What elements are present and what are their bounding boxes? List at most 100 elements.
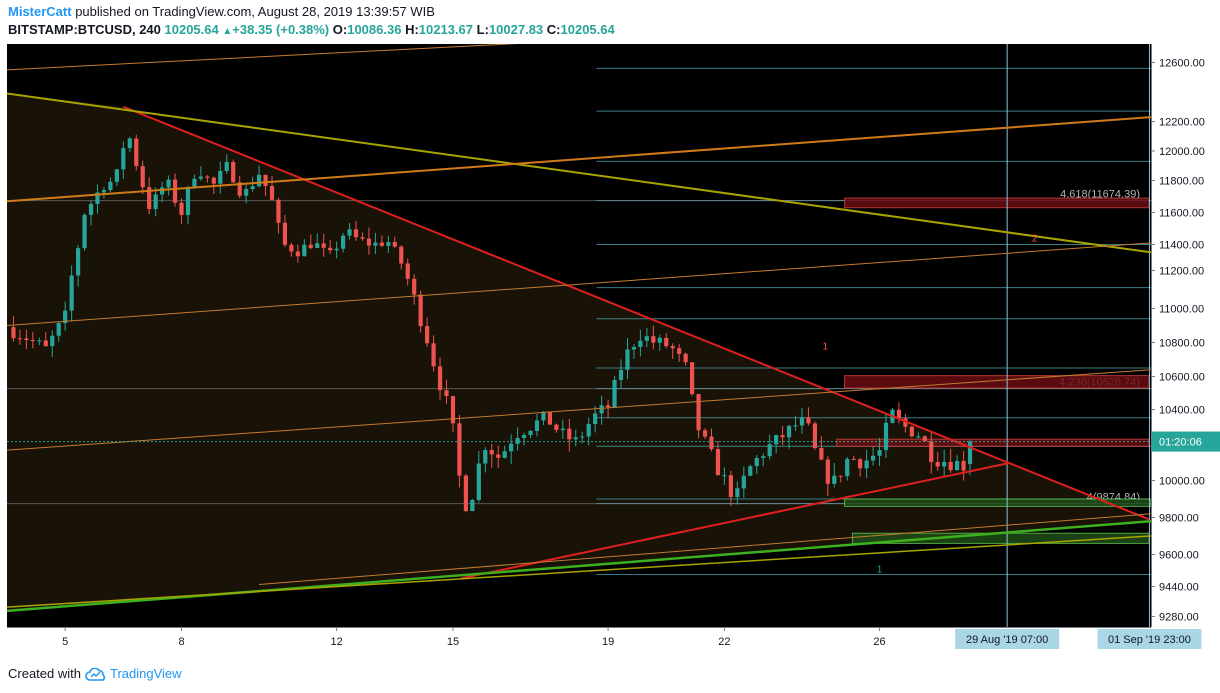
close-value: 10205.64 (560, 22, 615, 37)
trendline-orange-lower[interactable] (7, 369, 1151, 451)
trendlines[interactable] (7, 42, 1151, 613)
trendline-orange-upper[interactable] (7, 116, 1151, 203)
supply-zone (836, 438, 1150, 447)
price-axis-background (1151, 42, 1220, 657)
current-price-label: 01:20:06 (1152, 431, 1220, 452)
candle-down (825, 459, 830, 484)
candle-down (819, 448, 824, 460)
trendline-red-descending[interactable] (122, 105, 1150, 521)
candle-up (967, 441, 973, 465)
candle-up (121, 148, 126, 170)
candle-down (321, 243, 326, 248)
candle-down (496, 454, 501, 458)
candle-up (302, 244, 307, 257)
time-marker-tag (1097, 629, 1202, 649)
candle-up (250, 186, 255, 190)
candle-up (256, 174, 262, 187)
candle-down (353, 229, 359, 238)
ohlc-legend: BITSTAMP:BTCUSD, 240 10205.64 ▲+38.35 (+… (8, 22, 615, 37)
candle-up (515, 438, 520, 444)
candle-down (806, 417, 811, 424)
time-marker-label: 29 Aug '19 07:00 (966, 634, 1048, 646)
candle-down (431, 343, 436, 367)
fib-level-label: 4.618(11674.39) (1060, 189, 1140, 201)
trendline-orange-bottom[interactable] (259, 513, 1151, 585)
candle-up (541, 411, 546, 421)
trendline-red-ascending[interactable] (460, 462, 1008, 580)
author-name[interactable]: MisterCatt (8, 4, 72, 19)
candle-down (17, 338, 23, 340)
candle-up (108, 181, 113, 191)
last-price: 10205.64 (164, 22, 219, 37)
candle-up (386, 242, 391, 246)
candle-up (774, 435, 779, 445)
price-axis[interactable]: 9280.009440.009600.009800.0010000.001020… (1151, 58, 1205, 624)
time-marker-tag (955, 629, 1060, 649)
candle-down (812, 423, 818, 449)
candle-up (101, 190, 107, 193)
candle-up (955, 460, 960, 471)
candle-down (295, 251, 300, 257)
candle-up (748, 466, 753, 476)
candle-down (211, 177, 216, 184)
candle-down (683, 353, 688, 363)
price-tick-label: 9600.00 (1159, 550, 1199, 562)
trendline-orange-mid[interactable] (7, 242, 1151, 326)
candle-up (599, 405, 604, 414)
candle-up (534, 420, 540, 431)
candle-up (528, 430, 533, 436)
candle-down (457, 423, 462, 476)
price-tick-label: 10800.00 (1159, 338, 1205, 350)
candle-up (864, 460, 869, 469)
candle-up (160, 187, 165, 195)
candle-up (75, 248, 81, 276)
trendline-olive-support[interactable] (7, 535, 1151, 608)
footer-brand[interactable]: TradingView (109, 666, 182, 681)
open-value: 10086.36 (347, 22, 402, 37)
candle-up (799, 417, 805, 426)
candle-down (922, 436, 927, 442)
candle-up (37, 340, 42, 342)
candle-up (373, 242, 378, 246)
candle-down (851, 458, 856, 460)
price-tick-label: 10600.00 (1159, 372, 1205, 384)
candle-up (767, 444, 772, 457)
candle-down (24, 338, 29, 341)
time-axis[interactable]: 5 8 12 15 19 22 26 29 Aug '19 07:00 01 Sep '19 2… (62, 627, 1202, 649)
candle-down (289, 244, 294, 252)
price-tick-label: 11000.00 (1159, 304, 1204, 316)
trendline-orange-top[interactable] (7, 42, 550, 71)
candle-down (179, 202, 184, 215)
candle-down (935, 462, 940, 467)
candle-up (832, 475, 837, 484)
candle-up (50, 335, 55, 347)
candle-up (786, 425, 792, 438)
candle-down (379, 242, 384, 246)
candle-up (347, 229, 352, 236)
candle-down (664, 337, 669, 347)
candle-up (88, 203, 94, 215)
candle-down (858, 459, 863, 469)
candle-up (470, 499, 475, 512)
candle-up (185, 187, 191, 215)
up-arrow-icon: ▲ (222, 26, 233, 37)
price-tick-label: 10000.00 (1159, 476, 1205, 488)
tradingview-cloud-icon (85, 667, 106, 681)
candle-down (463, 475, 468, 512)
candle-down (929, 441, 934, 463)
trendline-olive-resistance[interactable] (7, 92, 1151, 254)
symbol-label[interactable]: BITSTAMP:BTCUSD, 240 (8, 22, 161, 37)
candle-down (360, 237, 365, 239)
candle-down (30, 340, 35, 342)
high-value: 10213.67 (418, 22, 474, 37)
candle-down (172, 179, 178, 203)
candle-up (735, 488, 740, 497)
candle-down (780, 435, 785, 438)
price-chart[interactable]: 4.618(11674.39)4.236(10526.74)4(9874.84)… (0, 42, 1220, 657)
candle-up (644, 336, 649, 341)
low-value: 10027.83 (488, 22, 544, 37)
candle-down (11, 327, 16, 339)
wave-annotations: 1 2 1 (822, 233, 1037, 575)
footer-prefix: Created with (8, 666, 81, 681)
candle-down (670, 346, 675, 349)
